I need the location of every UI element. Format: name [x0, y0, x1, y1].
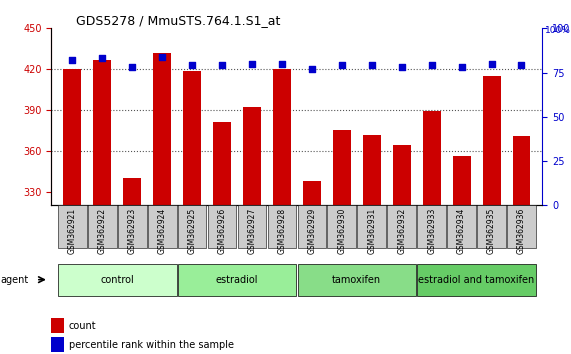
Text: GSM362922: GSM362922 [98, 207, 107, 253]
Bar [273, 69, 291, 205]
FancyBboxPatch shape [58, 264, 176, 296]
Point [337, 63, 347, 68]
Text: 100%: 100% [545, 25, 571, 35]
Point [98, 56, 107, 61]
Bar [513, 136, 530, 205]
Point [397, 64, 407, 70]
FancyBboxPatch shape [88, 205, 116, 248]
Text: percentile rank within the sample: percentile rank within the sample [69, 339, 234, 350]
Text: GSM362933: GSM362933 [427, 207, 436, 254]
Bar [363, 135, 381, 205]
Text: estradiol: estradiol [216, 275, 258, 285]
FancyBboxPatch shape [58, 205, 87, 248]
Point [158, 54, 167, 59]
FancyBboxPatch shape [297, 264, 416, 296]
Point [367, 63, 376, 68]
Point [457, 64, 466, 70]
FancyBboxPatch shape [417, 264, 536, 296]
FancyBboxPatch shape [208, 205, 236, 248]
Text: GSM362936: GSM362936 [517, 207, 526, 254]
Bar [213, 122, 231, 205]
Text: GSM362932: GSM362932 [397, 207, 406, 254]
Bar [153, 53, 171, 205]
Text: GSM362931: GSM362931 [367, 207, 376, 254]
Bar [482, 76, 501, 205]
Bar [303, 181, 321, 205]
Text: estradiol and tamoxifen: estradiol and tamoxifen [419, 275, 534, 285]
Bar [123, 178, 141, 205]
FancyBboxPatch shape [357, 205, 386, 248]
FancyBboxPatch shape [477, 205, 506, 248]
Text: GSM362923: GSM362923 [128, 207, 136, 254]
FancyBboxPatch shape [238, 205, 267, 248]
Bar [51, 337, 64, 352]
FancyBboxPatch shape [148, 205, 176, 248]
FancyBboxPatch shape [178, 264, 296, 296]
Bar [453, 156, 471, 205]
Point [487, 61, 496, 67]
Text: count: count [69, 320, 96, 331]
Point [218, 63, 227, 68]
Text: GSM362928: GSM362928 [278, 207, 287, 253]
Bar [63, 69, 81, 205]
Text: GSM362924: GSM362924 [158, 207, 167, 254]
Point [128, 64, 137, 70]
Bar [243, 107, 261, 205]
Text: GSM362935: GSM362935 [487, 207, 496, 254]
FancyBboxPatch shape [447, 205, 476, 248]
Text: GDS5278 / MmuSTS.764.1.S1_at: GDS5278 / MmuSTS.764.1.S1_at [76, 14, 280, 27]
FancyBboxPatch shape [507, 205, 536, 248]
Point [278, 61, 287, 67]
Text: GSM362926: GSM362926 [218, 207, 227, 254]
Point [187, 63, 196, 68]
Bar [393, 145, 411, 205]
Text: GSM362930: GSM362930 [337, 207, 347, 254]
FancyBboxPatch shape [118, 205, 147, 248]
Bar [423, 112, 441, 205]
FancyBboxPatch shape [297, 205, 326, 248]
Point [517, 63, 526, 68]
Point [427, 63, 436, 68]
Text: GSM362934: GSM362934 [457, 207, 466, 254]
FancyBboxPatch shape [417, 205, 446, 248]
Bar [93, 59, 111, 205]
Bar [183, 70, 201, 205]
Point [307, 66, 316, 72]
FancyBboxPatch shape [327, 205, 356, 248]
Text: tamoxifen: tamoxifen [332, 275, 381, 285]
Bar [51, 318, 64, 333]
Point [247, 61, 256, 67]
Text: agent: agent [0, 275, 29, 285]
Text: GSM362921: GSM362921 [68, 207, 77, 253]
Text: GSM362925: GSM362925 [188, 207, 196, 254]
FancyBboxPatch shape [178, 205, 207, 248]
FancyBboxPatch shape [387, 205, 416, 248]
Text: GSM362927: GSM362927 [247, 207, 256, 254]
Bar [333, 130, 351, 205]
Text: GSM362929: GSM362929 [307, 207, 316, 254]
FancyBboxPatch shape [268, 205, 296, 248]
Text: control: control [100, 275, 134, 285]
Point [68, 57, 77, 63]
